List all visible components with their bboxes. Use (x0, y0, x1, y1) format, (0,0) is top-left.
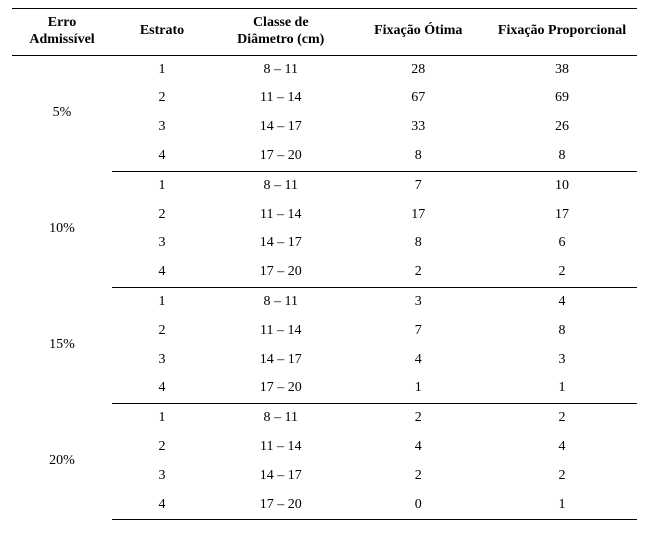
cell-estrato: 3 (112, 346, 212, 375)
cell-prop: 6 (487, 229, 637, 258)
cell-estrato: 3 (112, 113, 212, 142)
cell-otima: 3 (350, 287, 488, 316)
col-header-classe-l2: Diâmetro (cm) (237, 32, 324, 47)
cell-classe: 17 – 20 (212, 374, 350, 403)
col-header-erro-l2: Admissível (29, 32, 94, 47)
table-row: 5% 1 8 – 11 28 38 (12, 55, 637, 84)
cell-otima: 67 (350, 84, 488, 113)
col-header-erro-l1: Erro (48, 15, 77, 30)
cell-estrato: 2 (112, 317, 212, 346)
cell-classe: 17 – 20 (212, 258, 350, 287)
cell-otima: 1 (350, 374, 488, 403)
cell-classe: 8 – 11 (212, 171, 350, 200)
group-label: 15% (12, 287, 112, 403)
cell-otima: 8 (350, 142, 488, 171)
cell-estrato: 3 (112, 462, 212, 491)
col-header-classe-l1: Classe de (253, 15, 309, 30)
col-header-otima-l1: Fixação Ótima (374, 23, 462, 38)
col-header-estrato: Estrato (112, 9, 212, 56)
cell-classe: 8 – 11 (212, 404, 350, 433)
cell-classe: 14 – 17 (212, 462, 350, 491)
table-row: 20% 1 8 – 11 2 2 (12, 404, 637, 433)
cell-otima: 0 (350, 491, 488, 520)
cell-prop: 26 (487, 113, 637, 142)
cell-prop: 1 (487, 491, 637, 520)
cell-otima: 7 (350, 171, 488, 200)
cell-estrato: 2 (112, 84, 212, 113)
cell-estrato: 4 (112, 142, 212, 171)
cell-otima: 33 (350, 113, 488, 142)
group-label: 5% (12, 55, 112, 171)
cell-estrato: 3 (112, 229, 212, 258)
col-header-erro: Erro Admissível (12, 9, 112, 56)
cell-otima: 28 (350, 55, 488, 84)
cell-classe: 8 – 11 (212, 55, 350, 84)
cell-classe: 14 – 17 (212, 346, 350, 375)
cell-prop: 1 (487, 374, 637, 403)
cell-classe: 14 – 17 (212, 113, 350, 142)
cell-prop: 2 (487, 404, 637, 433)
group-label: 10% (12, 171, 112, 287)
cell-otima: 2 (350, 462, 488, 491)
cell-prop: 2 (487, 258, 637, 287)
cell-classe: 8 – 11 (212, 287, 350, 316)
cell-prop: 2 (487, 462, 637, 491)
cell-otima: 7 (350, 317, 488, 346)
cell-otima: 2 (350, 404, 488, 433)
cell-prop: 4 (487, 433, 637, 462)
table-header: Erro Admissível Estrato Classe de Diâmet… (12, 9, 637, 56)
cell-classe: 17 – 20 (212, 142, 350, 171)
cell-prop: 69 (487, 84, 637, 113)
cell-classe: 11 – 14 (212, 84, 350, 113)
cell-prop: 38 (487, 55, 637, 84)
col-header-estrato-l1: Estrato (140, 23, 184, 38)
cell-classe: 14 – 17 (212, 229, 350, 258)
cell-prop: 3 (487, 346, 637, 375)
cell-prop: 17 (487, 201, 637, 230)
cell-classe: 11 – 14 (212, 433, 350, 462)
col-header-prop: Fixação Proporcional (487, 9, 637, 56)
cell-otima: 4 (350, 346, 488, 375)
cell-estrato: 1 (112, 287, 212, 316)
cell-estrato: 2 (112, 201, 212, 230)
cell-otima: 2 (350, 258, 488, 287)
table-body: 5% 1 8 – 11 28 38 2 11 – 14 67 69 3 14 –… (12, 55, 637, 520)
table-container: Erro Admissível Estrato Classe de Diâmet… (0, 0, 649, 534)
cell-otima: 4 (350, 433, 488, 462)
cell-estrato: 2 (112, 433, 212, 462)
table-row: 15% 1 8 – 11 3 4 (12, 287, 637, 316)
col-header-prop-l1: Fixação Proporcional (498, 23, 626, 38)
col-header-classe: Classe de Diâmetro (cm) (212, 9, 350, 56)
cell-estrato: 4 (112, 374, 212, 403)
cell-prop: 4 (487, 287, 637, 316)
data-table: Erro Admissível Estrato Classe de Diâmet… (12, 8, 637, 520)
cell-prop: 8 (487, 142, 637, 171)
cell-estrato: 1 (112, 171, 212, 200)
cell-classe: 11 – 14 (212, 201, 350, 230)
cell-prop: 8 (487, 317, 637, 346)
cell-estrato: 1 (112, 55, 212, 84)
table-row: 10% 1 8 – 11 7 10 (12, 171, 637, 200)
cell-estrato: 1 (112, 404, 212, 433)
cell-estrato: 4 (112, 491, 212, 520)
cell-classe: 11 – 14 (212, 317, 350, 346)
cell-prop: 10 (487, 171, 637, 200)
col-header-otima: Fixação Ótima (350, 9, 488, 56)
cell-otima: 8 (350, 229, 488, 258)
cell-otima: 17 (350, 201, 488, 230)
cell-estrato: 4 (112, 258, 212, 287)
group-label: 20% (12, 404, 112, 520)
cell-classe: 17 – 20 (212, 491, 350, 520)
